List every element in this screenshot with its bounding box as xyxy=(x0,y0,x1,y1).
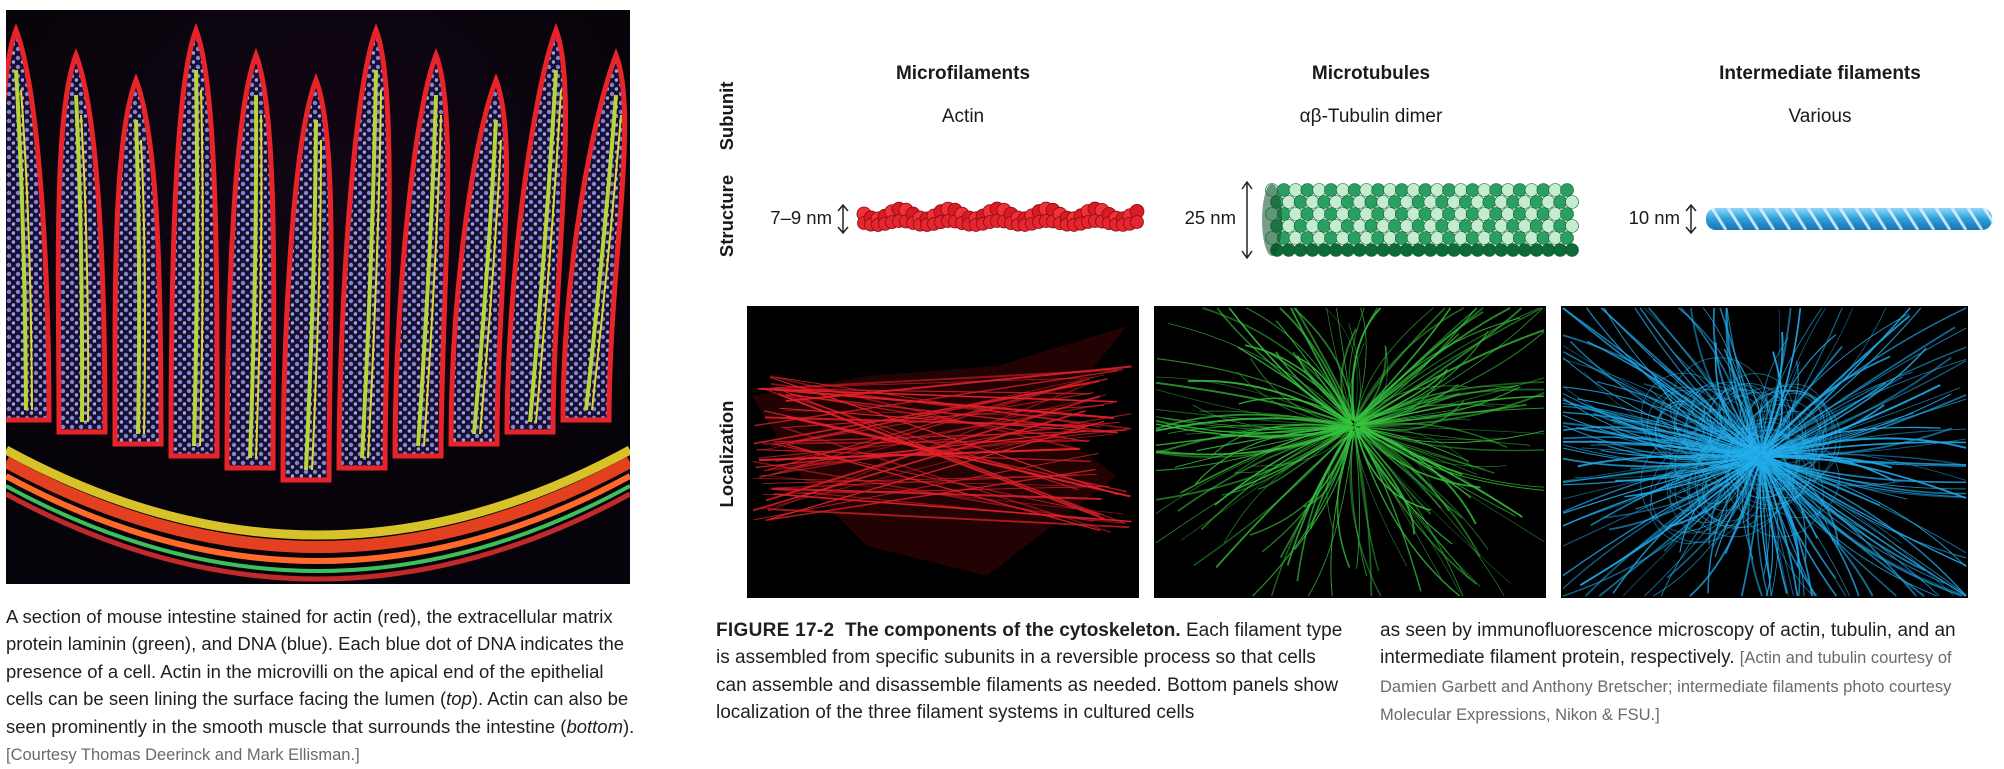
caption-top-word: top xyxy=(446,688,472,710)
diameter-arrow-actin xyxy=(837,203,849,235)
intestine-image xyxy=(6,10,630,584)
row-label-subunit: Subunit xyxy=(716,81,737,151)
column-title-microfilaments: Microfilaments xyxy=(895,63,1031,84)
actin-fluorescence-image xyxy=(752,326,1132,576)
column-title-intermediate-filaments: Intermediate filaments xyxy=(1719,63,1921,84)
villi-group xyxy=(6,22,628,483)
column-title-microtubules: Microtubules xyxy=(1311,63,1431,84)
figure-caption-left: FIGURE 17-2 The components of the cytosk… xyxy=(716,617,1348,727)
caption-bottom-word: bottom xyxy=(566,715,623,737)
figure-caption-body-1: Each filament type is assembled from spe… xyxy=(716,620,1343,724)
caption-text-2: ). Actin can also be seen prominently in… xyxy=(6,688,629,737)
tubulin-fluorescence-image xyxy=(1155,307,1545,597)
diameter-arrow-tubulin xyxy=(1241,180,1253,260)
diameter-intermediate: 10 nm xyxy=(1628,207,1680,228)
microtubule-structure xyxy=(1262,183,1579,257)
figure-number: FIGURE 17-2 xyxy=(716,620,835,641)
intestine-caption: A section of mouse intestine stained for… xyxy=(6,603,642,769)
caption-text-1: A section of mouse intestine stained for… xyxy=(6,606,625,710)
figure-caption-body-2: as seen by immunofluorescence microscopy… xyxy=(1380,620,1956,669)
intermediate-filament-structure xyxy=(1706,207,1994,231)
figure-caption-right: as seen by immunofluorescence microscopy… xyxy=(1380,617,1984,730)
intermediate-filament-fluorescence-image xyxy=(1562,307,1967,597)
figure-credit: [Actin and tubulin courtesy of Damien Ga… xyxy=(1380,649,1952,725)
subunit-actin: Actin xyxy=(941,106,985,127)
diameter-arrow-intermediate xyxy=(1685,203,1697,235)
subunit-various: Various xyxy=(1788,106,1852,127)
localization-panel-intermediate xyxy=(1561,306,1968,598)
figure-title: The components of the cytoskeleton. xyxy=(844,620,1181,641)
diameter-tubulin: 25 nm xyxy=(1184,207,1236,228)
diameter-actin: 7–9 nm xyxy=(770,207,832,228)
caption-text-3: ). xyxy=(623,715,635,737)
localization-panel-actin xyxy=(747,306,1139,598)
actin-filament-structure xyxy=(856,201,1145,232)
subunit-tubulin: αβ-Tubulin dimer xyxy=(1299,106,1443,127)
intestine-micrograph xyxy=(6,10,630,584)
row-label-localization: Localization xyxy=(716,400,737,508)
localization-panel-tubulin xyxy=(1154,306,1546,598)
intestine-credit: [Courtesy Thomas Deerinck and Mark Ellis… xyxy=(6,746,360,765)
